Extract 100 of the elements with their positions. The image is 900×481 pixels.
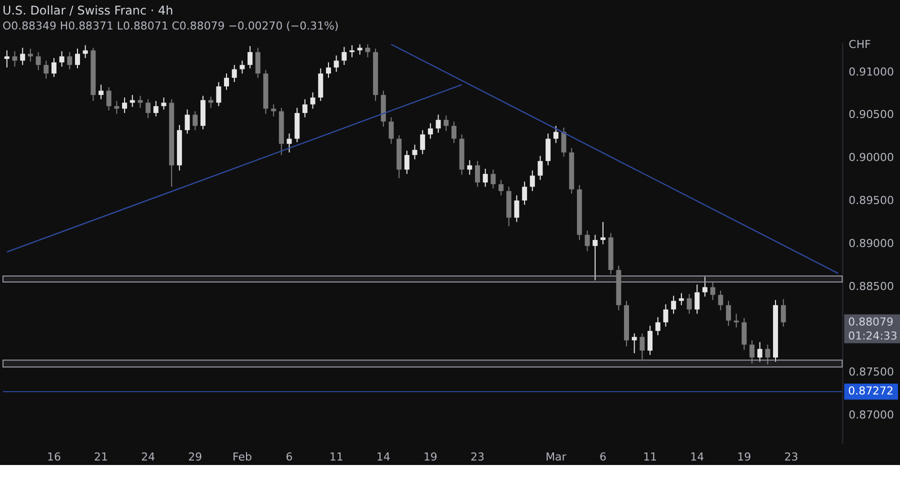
candlestick: [538, 155, 543, 180]
candlestick: [98, 84, 104, 100]
x-tick-label: 21: [94, 450, 108, 464]
candlestick: [216, 82, 222, 107]
candlestick: [365, 44, 370, 58]
candlestick: [271, 104, 276, 117]
x-tick-label: 11: [643, 450, 658, 464]
candlestick: [436, 114, 441, 134]
candlestick: [51, 58, 56, 78]
candlestick: [490, 169, 496, 189]
x-tick-label: 24: [141, 450, 156, 464]
candlestick: [584, 230, 590, 252]
candlestick: [184, 109, 190, 134]
candlestick: [718, 290, 724, 311]
candlestick: [428, 122, 433, 140]
y-tick-label: 0.90500: [848, 108, 894, 122]
candlestick: [357, 44, 362, 56]
candlestick: [255, 47, 260, 78]
candlestick: [592, 234, 598, 281]
candlestick: [663, 304, 668, 328]
candlestick: [530, 170, 535, 192]
candlestick: [678, 292, 684, 306]
candlestick: [780, 298, 786, 328]
candlestick: [388, 116, 394, 144]
candlestick: [248, 46, 253, 69]
x-tick-label: Mar: [546, 450, 567, 464]
candlestick: [310, 92, 316, 110]
candlestick: [710, 282, 716, 301]
candlestick: [742, 318, 747, 350]
candlestick: [36, 52, 41, 71]
candlestick: [726, 300, 731, 326]
candlestick: [59, 50, 64, 68]
y-tick-label: 0.88500: [848, 280, 894, 293]
candlestick: [671, 295, 676, 314]
candlestick: [498, 179, 504, 196]
candlestick: [67, 52, 72, 70]
candlestick: [546, 133, 551, 166]
x-tick-label: 11: [329, 450, 344, 464]
x-tick-label: 19: [423, 450, 438, 464]
candlestick: [694, 284, 700, 314]
text: 0.88079: [848, 315, 894, 328]
candlestick: [146, 98, 151, 119]
candlestick: [640, 332, 645, 360]
candlestick: [522, 181, 528, 206]
candlestick: [765, 344, 770, 365]
y-tick-label: 0.89000: [848, 236, 894, 250]
x-tick-label: 23: [784, 450, 798, 464]
candlestick: [122, 97, 128, 114]
candlestick: [153, 100, 158, 117]
candlestick: [702, 276, 708, 298]
candlestick: [632, 332, 637, 354]
candlestick: [342, 46, 347, 66]
candlestick: [240, 60, 245, 74]
x-tick-label: 29: [188, 450, 202, 464]
y-tick-label: 0.89500: [848, 194, 894, 207]
candlestick: [28, 48, 33, 62]
candlestick: [192, 110, 198, 131]
candlestick: [475, 160, 480, 188]
chart-title: U.S. Dollar / Swiss Franc · 4h: [2, 4, 174, 18]
candlestick: [82, 44, 88, 59]
candlestick: [734, 313, 739, 328]
candlestick: [648, 325, 653, 356]
candlestick: [302, 98, 308, 118]
y-tick-label: 0.91000: [848, 65, 894, 78]
x-tick-label: 14: [690, 450, 704, 464]
candlestick: [44, 60, 49, 80]
candlestick: [286, 133, 292, 153]
chart-subtitle: O0.88349 H0.88371 L0.88071 C0.88079 −0.00270 (−0.31%): [2, 20, 339, 33]
ref-line-label: 0.87272: [848, 384, 894, 398]
y-axis-title: CHF: [848, 38, 871, 52]
candlestick: [75, 48, 80, 69]
candlestick: [404, 150, 410, 174]
candlestick: [655, 316, 660, 336]
x-tick-label: 23: [470, 450, 484, 464]
candlestick: [114, 100, 120, 114]
candlestick: [514, 194, 520, 222]
x-tick-label: 14: [376, 450, 390, 464]
y-tick-label: 0.90000: [848, 151, 894, 164]
candlestick: [757, 342, 762, 362]
candlestick: [334, 55, 339, 72]
candlestick: [106, 86, 112, 111]
x-tick-label: 19: [737, 450, 752, 464]
y-tick-label: 0.87500: [848, 366, 894, 379]
candlestick: [451, 121, 456, 144]
candlestick: [561, 127, 566, 158]
x-tick-label: 16: [47, 450, 61, 464]
candlestick: [600, 221, 606, 245]
candlestick: [208, 96, 214, 108]
candlestick: [326, 62, 331, 78]
candlestick: [482, 168, 488, 188]
x-tick-label: 6: [599, 450, 606, 464]
candlestick: [161, 97, 166, 110]
candlestick: [750, 340, 754, 364]
x-tick-label: 6: [286, 450, 293, 464]
x-tick-label: Feb: [232, 450, 252, 464]
candlestick: [4, 50, 10, 68]
candlestick: [224, 73, 230, 90]
y-tick-label: 0.87000: [848, 408, 894, 422]
candlestick: [553, 125, 558, 144]
candlestick: [420, 130, 426, 155]
